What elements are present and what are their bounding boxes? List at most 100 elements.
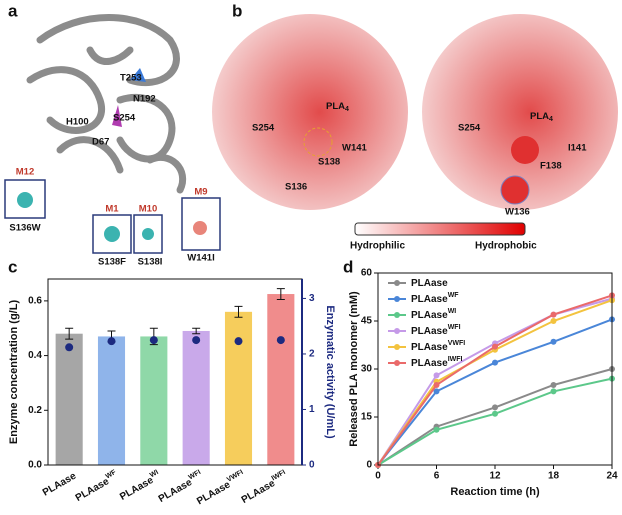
label-sup: VWFI [226,469,245,484]
label-text: PLAase [411,358,448,369]
error-bar [234,305,243,318]
error-bar [65,327,74,340]
label-text: PLAase [74,476,112,504]
ligand-label: PLA4 [326,101,349,114]
label-sup: WF [448,292,460,299]
y-tick-label: 45 [361,316,373,327]
inset-tag: M10 [139,204,157,215]
legend-marker [394,312,400,318]
scale-label: Hydrophilic [350,241,405,252]
y2-tick-label: 3 [309,293,315,304]
point [550,338,557,345]
label-sup: WI [448,308,457,315]
scale-label: Hydrophobic [475,241,537,252]
inset-sticks [17,192,207,242]
pocket [500,175,530,205]
point [550,318,557,324]
y2-tick-label: 0 [309,460,315,471]
label-sup: IWFI [271,469,287,482]
point [433,382,440,388]
surface-labels: PLA4 S254 W141 S138 S136 PLA4 S254 I141 … [252,101,587,218]
label: PLAaseWF [73,469,121,504]
residue-label: S136 [285,182,307,193]
panel-label: b [232,1,242,20]
label-text: PLAase [118,474,156,502]
residue-label: S254 [252,123,275,134]
point [433,426,440,433]
residue-label: S254 [458,123,481,134]
activity-dot [192,336,201,345]
x-tick-label: 6 [434,471,440,482]
plot-frame [47,278,303,466]
residue [130,68,146,82]
label: PLAaseIWFI [411,356,463,368]
legend-marker [394,360,400,366]
plot-frame [377,272,613,466]
label: PLAase [411,278,448,289]
scale-bar [354,222,526,236]
inset-label: W141I [187,253,214,264]
surface [212,14,408,210]
panel-label: a [8,1,18,20]
legend-marker [394,280,400,286]
panel-b: b PLA4 S254 W141 S138 S136 PLA4 S254 I14… [212,1,618,252]
ligand-label: PLA4 [530,111,553,124]
activity-dot [276,336,285,345]
protein-ribbon [26,14,187,194]
legend-marker [394,344,400,350]
point [550,382,557,388]
error-bar [276,288,285,301]
label: PLAaseIWFI [239,469,290,505]
label-text: PLAase [411,278,448,289]
point [550,311,557,318]
inset-tag: M12 [16,167,34,178]
y-tick-label: 60 [361,268,373,279]
label-text: PLAase [240,478,278,506]
label: PLAaseVWFI [194,469,247,507]
surface [422,14,618,210]
series-line [377,297,613,466]
bar [182,330,210,465]
panel-label: d [343,257,353,276]
label-text: PLAase [411,294,448,305]
bar [55,333,83,465]
label-sup: WFI [188,469,203,482]
pocket [511,136,539,164]
activity-dot [149,336,158,345]
label-text: PLAase [411,342,448,353]
residue-label: N192 [133,94,156,105]
point [550,388,557,395]
y-axis-title: Enzyme concentration (g/L) [8,300,20,445]
residue-label: I141 [568,143,587,154]
ligand: PLA [326,101,345,112]
label: PLAaseWI [117,469,162,502]
y2-axis-title: Enzymatic activity (U/mL) [324,305,336,439]
bar [267,294,295,465]
residue-label: T253 [120,73,142,84]
point [492,359,498,366]
activity-dot [65,343,74,352]
ligand-sub: 4 [549,116,553,123]
x-tick-label: 12 [489,471,501,482]
panel-a: a T253 N192 S254 H100 D67 M12 S136W M1 S… [4,1,221,268]
y-tick-label: 0.2 [28,405,42,416]
inset-label: S136W [9,223,40,234]
y-tick-label: 0 [366,460,372,471]
inset-label: S138I [138,257,163,268]
label: PLAaseVWFI [411,340,465,352]
inset-boxes [4,179,221,254]
y-tick-label: 15 [361,412,373,423]
point [433,372,440,379]
legend-marker [394,328,400,334]
residue-label: H100 [66,117,89,128]
bar [140,336,168,465]
label-sup: WF [105,469,119,481]
point [492,404,498,411]
residue [112,105,122,127]
residue-label: W136 [505,207,530,218]
ligand-sub: 4 [345,106,349,113]
y2-tick-label: 1 [309,404,315,415]
x-tick-label: 24 [606,471,618,482]
inset-tag: M1 [105,204,119,215]
